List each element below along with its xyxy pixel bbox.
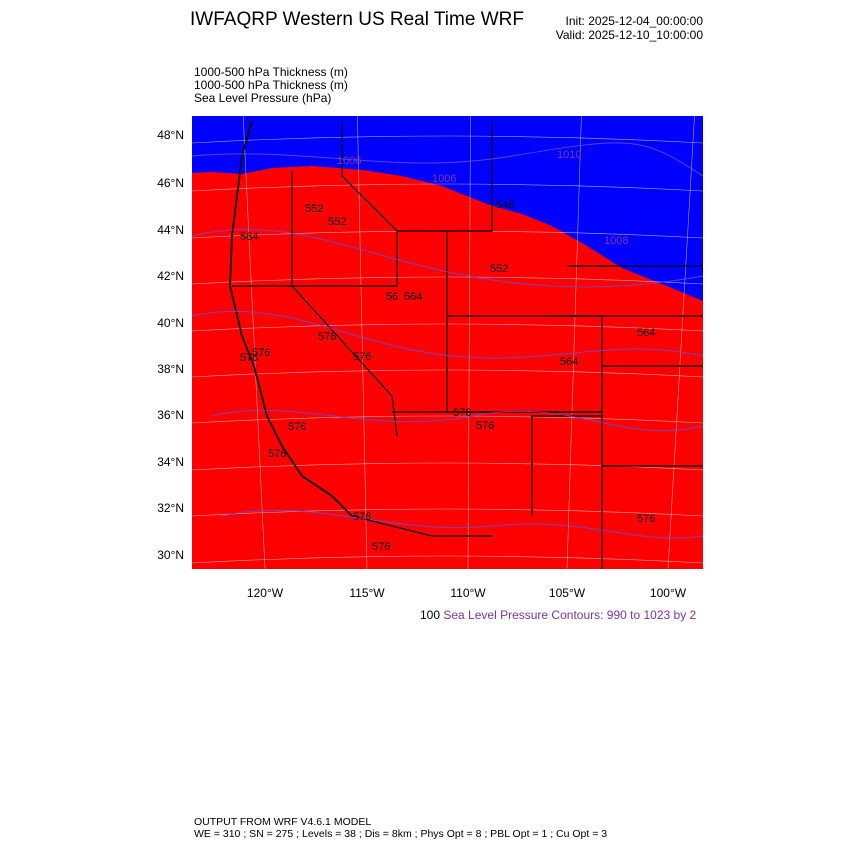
thickness-contour-label: 576 [268, 448, 286, 460]
init-time: Init: 2025-12-04_00:00:00 [565, 14, 703, 28]
field-label-slp: Sea Level Pressure (hPa) [194, 91, 332, 105]
latitude-line [192, 415, 703, 424]
thickness-contour-label: 576 [318, 331, 336, 343]
pressure-contour-label: 1010 [557, 149, 581, 161]
latitude-line [192, 135, 703, 144]
thickness-contour-label: 548 [496, 199, 514, 211]
latitude-line [192, 183, 703, 192]
lon-tick-label: 105°W [548, 586, 586, 600]
lat-tick-label: 34°N [157, 455, 184, 469]
lon-tick-label: 110°W [450, 586, 486, 600]
lat-tick-label: 42°N [157, 269, 184, 283]
thickness-contour-label: 576 [353, 511, 371, 523]
thickness-contour-label: 576 [252, 347, 270, 359]
longitude-line [566, 116, 582, 569]
field-label-thickness-2: 1000-500 hPa Thickness (m) [194, 78, 348, 92]
lat-tick-label: 40°N [157, 316, 184, 330]
pressure-contour-label: 1008 [604, 235, 628, 247]
lat-tick-label: 30°N [157, 548, 184, 562]
lon-tick-label: 115°W [349, 586, 385, 600]
thickness-contour-label: 576 [288, 421, 306, 433]
thickness-contour-label: 564 [637, 327, 655, 339]
thickness-contour-label: 552 [328, 216, 346, 228]
lon-tick-label: 120°W [246, 586, 284, 600]
latitude-line [192, 555, 703, 564]
valid-time: Valid: 2025-12-10_10:00:00 [555, 28, 703, 42]
legend-text: Sea Level Pressure Contours: 990 to 1023… [443, 608, 697, 622]
footer-config: WE = 310 ; SN = 275 ; Levels = 38 ; Dis … [194, 828, 608, 840]
lat-tick-label: 44°N [157, 223, 184, 237]
thickness-contour-label: 576 [637, 513, 655, 525]
pressure-contour-label: 1006 [432, 173, 456, 185]
plot-title: IWFAQRP Western US Real Time WRF [190, 9, 524, 30]
lat-tick-label: 36°N [157, 408, 184, 422]
thickness-contour-label: 576 [453, 407, 471, 419]
thickness-contour-label: 576 [353, 351, 371, 363]
lon-tick-label: 100°W [649, 586, 687, 600]
legend-prefix: 100 [420, 608, 441, 622]
thickness-contour-label: 576 [372, 541, 390, 553]
thickness-contour-label: 56 [386, 291, 398, 303]
pressure-contour-label: 1006 [337, 155, 361, 167]
lat-tick-label: 46°N [157, 176, 184, 190]
cold-fill [192, 116, 703, 301]
thickness-contour-label: 564 [240, 231, 258, 243]
longitude-line [242, 116, 266, 569]
slp-legend: 100 Sea Level Pressure Contours: 990 to … [420, 608, 696, 622]
lat-tick-label: 38°N [157, 362, 184, 376]
thickness-contour-label: 552 [305, 203, 323, 215]
thickness-contour-label: 564 [404, 291, 422, 303]
thickness-contour-label: 576 [476, 420, 494, 432]
latitude-line [192, 462, 703, 471]
lat-tick-label: 32°N [157, 501, 184, 515]
lat-tick-label: 48°N [157, 128, 184, 142]
longitude-line [667, 116, 695, 569]
thickness-contour-label: 552 [490, 263, 508, 275]
thickness-contour-label: 564 [560, 356, 578, 368]
longitude-line [357, 116, 368, 569]
footer-model: OUTPUT FROM WRF V4.6.1 MODEL [194, 816, 372, 828]
longitude-line [467, 116, 471, 569]
thickness-contour-label: 576 [240, 352, 258, 364]
field-label-thickness-1: 1000-500 hPa Thickness (m) [194, 65, 348, 79]
